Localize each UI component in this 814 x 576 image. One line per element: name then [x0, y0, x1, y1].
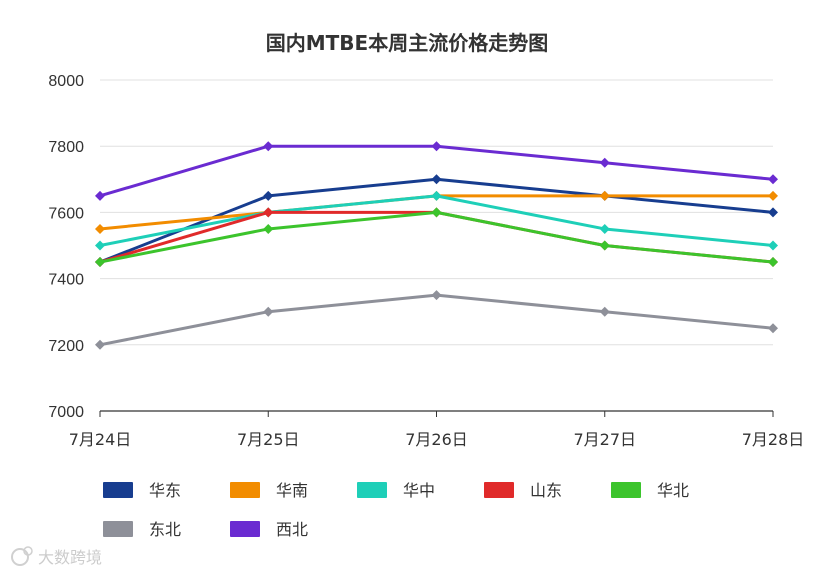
legend-swatch	[230, 521, 260, 537]
series-7	[95, 141, 778, 201]
data-point[interactable]	[431, 174, 442, 185]
legend-swatch	[357, 482, 387, 498]
data-point[interactable]	[263, 141, 274, 152]
legend-label: 西北	[276, 520, 308, 539]
series-group	[95, 141, 778, 350]
data-point[interactable]	[599, 157, 610, 168]
data-point[interactable]	[95, 223, 105, 234]
legend-item[interactable]: 西北	[230, 520, 308, 539]
chart-title: 国内MTBE本周主流价格走势图	[266, 31, 548, 55]
data-point[interactable]	[431, 290, 442, 301]
watermark: 大数跨境	[11, 546, 102, 567]
legend-swatch	[484, 482, 514, 498]
x-tick-label: 7月27日	[573, 430, 636, 449]
data-point[interactable]	[599, 240, 610, 251]
data-point[interactable]	[768, 323, 778, 334]
series-6	[95, 290, 778, 350]
legend-item[interactable]: 东北	[103, 520, 181, 539]
legend-item[interactable]: 华中	[357, 481, 435, 500]
legend-label: 华东	[149, 481, 181, 500]
data-point[interactable]	[95, 190, 105, 201]
data-point[interactable]	[599, 223, 610, 234]
x-tick-label: 7月25日	[237, 430, 300, 449]
legend-label: 山东	[530, 481, 562, 500]
data-point[interactable]	[95, 240, 105, 251]
legend-swatch	[103, 521, 133, 537]
data-point[interactable]	[263, 190, 274, 201]
y-tick-label: 7000	[48, 404, 84, 421]
legend-swatch	[611, 482, 641, 498]
data-point[interactable]	[768, 207, 778, 218]
data-point[interactable]	[431, 207, 442, 218]
y-tick-label: 7400	[48, 272, 84, 289]
data-point[interactable]	[263, 207, 274, 218]
data-point[interactable]	[95, 257, 105, 268]
legend-item[interactable]: 华南	[230, 481, 308, 500]
legend-item[interactable]: 华东	[103, 481, 181, 500]
y-tick-label: 8000	[48, 73, 84, 90]
legend-item[interactable]: 山东	[484, 481, 562, 500]
legend-swatch	[103, 482, 133, 498]
x-axis: 7月24日 7月25日 7月26日 7月27日 7月28日	[69, 410, 805, 449]
data-point[interactable]	[768, 174, 778, 185]
legend-swatch	[230, 482, 260, 498]
data-point[interactable]	[263, 306, 274, 317]
legend-item[interactable]: 华北	[611, 481, 689, 500]
data-point[interactable]	[431, 190, 442, 201]
series-line	[99, 144, 774, 198]
data-point[interactable]	[263, 223, 274, 234]
legend-label: 华中	[403, 481, 435, 500]
x-tick-label: 7月28日	[742, 430, 805, 449]
data-point[interactable]	[599, 190, 610, 201]
data-point[interactable]	[768, 190, 778, 201]
y-tick-label: 7200	[48, 338, 84, 355]
legend-label: 东北	[149, 520, 181, 539]
data-point[interactable]	[95, 339, 105, 350]
series-line	[99, 293, 774, 347]
data-point[interactable]	[599, 306, 610, 317]
y-axis: 7000 7200 7400 7600 7800 8000	[48, 73, 84, 421]
legend-label: 华北	[657, 481, 689, 500]
brand-logo-icon	[11, 546, 33, 566]
data-point[interactable]	[431, 141, 442, 152]
data-point[interactable]	[768, 257, 778, 268]
legend-label: 华南	[276, 481, 308, 500]
x-tick-label: 7月24日	[69, 430, 132, 449]
x-tick-label: 7月26日	[405, 430, 468, 449]
data-point[interactable]	[768, 240, 778, 251]
watermark-text: 大数跨境	[38, 548, 102, 567]
y-tick-label: 7600	[48, 205, 84, 222]
y-tick-label: 7800	[48, 139, 84, 156]
series-5	[95, 207, 778, 268]
